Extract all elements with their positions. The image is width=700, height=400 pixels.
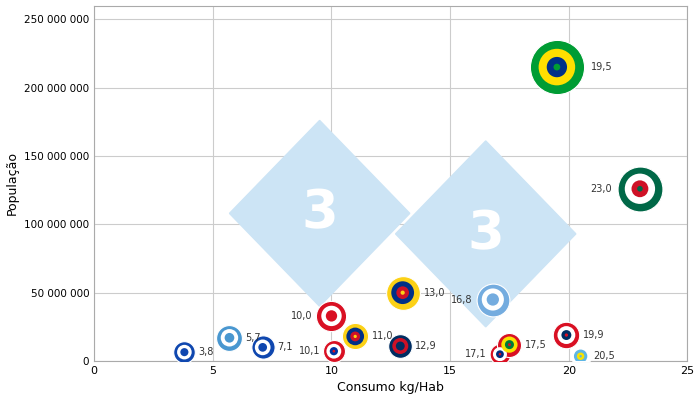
Point: [328, 348, 339, 354]
Text: 16,8: 16,8: [451, 294, 473, 304]
Point: [494, 351, 505, 357]
Text: 19,9: 19,9: [583, 330, 605, 340]
Point: [487, 296, 498, 303]
Text: 11,0: 11,0: [372, 332, 393, 342]
Point: [328, 348, 339, 354]
Point: [575, 353, 586, 360]
Point: [504, 342, 515, 348]
Point: [575, 353, 586, 360]
Text: 23,0: 23,0: [590, 184, 612, 194]
Point: [552, 64, 563, 70]
Text: 12,9: 12,9: [415, 341, 437, 351]
Point: [504, 342, 515, 348]
Text: 10,1: 10,1: [299, 346, 320, 356]
Text: 17,5: 17,5: [524, 340, 546, 350]
Point: [257, 344, 268, 350]
Point: [552, 64, 563, 70]
Point: [504, 342, 515, 348]
Point: [224, 334, 235, 341]
Point: [395, 343, 406, 349]
Text: 10,0: 10,0: [291, 311, 313, 321]
Point: [552, 64, 563, 70]
Point: [328, 348, 339, 354]
Text: 3: 3: [301, 187, 338, 239]
Text: 13,0: 13,0: [424, 288, 445, 298]
Point: [561, 332, 572, 338]
Point: [224, 334, 235, 341]
Text: 5,7: 5,7: [246, 333, 261, 343]
Text: 20,5: 20,5: [593, 351, 615, 361]
Point: [487, 296, 498, 303]
Point: [397, 290, 408, 296]
Point: [634, 186, 645, 192]
Point: [178, 349, 190, 355]
Point: [326, 313, 337, 319]
Point: [487, 296, 498, 303]
Point: [178, 349, 190, 355]
Point: [561, 332, 572, 338]
Point: [395, 343, 406, 349]
X-axis label: Consumo kg/Hab: Consumo kg/Hab: [337, 382, 444, 394]
Point: [257, 344, 268, 350]
Point: [575, 353, 586, 360]
Point: [326, 313, 337, 319]
Point: [487, 296, 498, 303]
Text: 17,1: 17,1: [466, 349, 487, 359]
Point: [561, 332, 572, 338]
Point: [634, 186, 645, 192]
Polygon shape: [395, 141, 576, 327]
Text: 7,1: 7,1: [277, 342, 293, 352]
Point: [224, 334, 235, 341]
Point: [552, 64, 563, 70]
Point: [397, 290, 408, 296]
Point: [349, 333, 360, 340]
Point: [178, 349, 190, 355]
Point: [224, 334, 235, 341]
Point: [257, 344, 268, 350]
Point: [178, 349, 190, 355]
Text: 19,5: 19,5: [591, 62, 612, 72]
Polygon shape: [230, 120, 410, 306]
Point: [634, 186, 645, 192]
Point: [397, 290, 408, 296]
Point: [349, 333, 360, 340]
Text: 3: 3: [468, 208, 504, 260]
Point: [397, 290, 408, 296]
Text: 3,8: 3,8: [198, 347, 214, 357]
Point: [561, 332, 572, 338]
Point: [634, 186, 645, 192]
Point: [504, 342, 515, 348]
Point: [494, 351, 505, 357]
Point: [349, 333, 360, 340]
Point: [349, 333, 360, 340]
Point: [494, 351, 505, 357]
Y-axis label: População: População: [6, 151, 19, 215]
Point: [395, 343, 406, 349]
Point: [326, 313, 337, 319]
Point: [575, 353, 586, 360]
Point: [328, 348, 339, 354]
Point: [494, 351, 505, 357]
Point: [257, 344, 268, 350]
Point: [326, 313, 337, 319]
Point: [395, 343, 406, 349]
